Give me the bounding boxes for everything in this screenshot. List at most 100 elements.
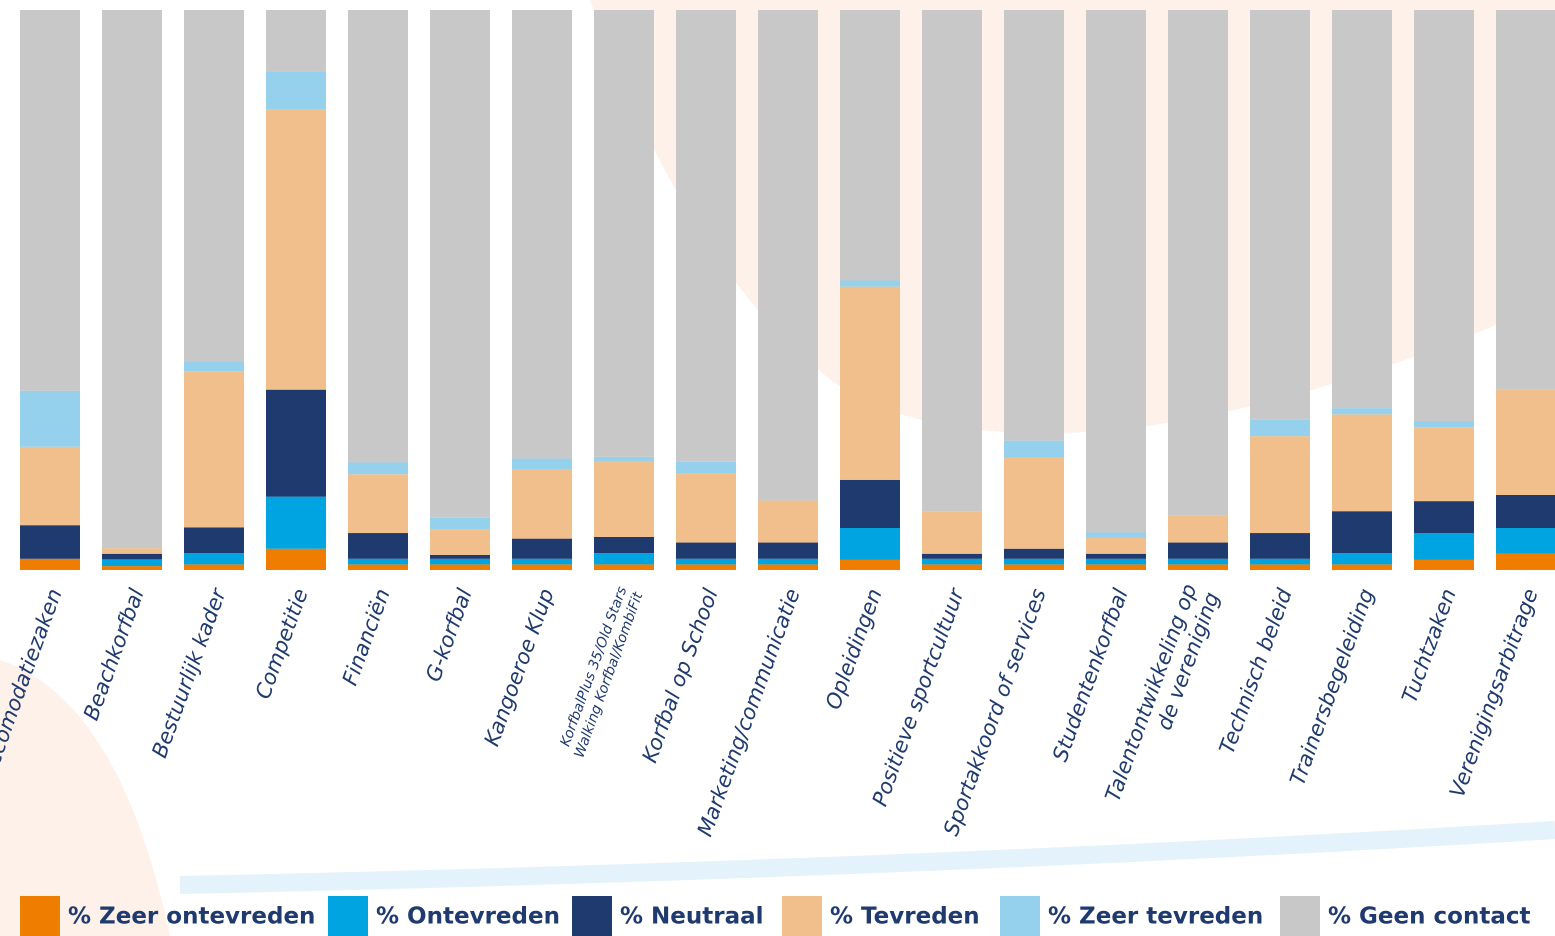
bar-segment (840, 286, 900, 480)
bar-segment (1004, 457, 1064, 549)
bar-segment (676, 564, 736, 570)
bar-segment (1086, 10, 1146, 533)
bar-segment (20, 525, 80, 559)
bar-segment (758, 500, 818, 543)
legend-label: % Neutraal (620, 904, 764, 930)
legend-label: % Zeer ontevreden (68, 904, 315, 930)
legend-label: % Zeer tevreden (1048, 904, 1263, 930)
bar-segment (348, 533, 408, 559)
bar-segment (1332, 10, 1392, 409)
bar-segment (1086, 537, 1146, 554)
legend-label: % Geen contact (1328, 904, 1530, 930)
bar-segment (20, 390, 80, 447)
bar-segment (758, 564, 818, 570)
bar-segment (266, 109, 326, 390)
bar-segment (348, 10, 408, 463)
bar-segment (512, 558, 572, 565)
bar-segment (594, 461, 654, 537)
bar-segment (840, 280, 900, 287)
bar-segment (594, 564, 654, 570)
bar-segment (184, 527, 244, 554)
bar-segment (594, 456, 654, 462)
bar-segment (1414, 10, 1474, 422)
bar-segment (1496, 553, 1555, 570)
bar-segment (266, 389, 326, 497)
bar-segment (430, 564, 490, 570)
bar-segment (1414, 427, 1474, 502)
bar-segment (1496, 10, 1555, 390)
bar-segment (1414, 533, 1474, 560)
bar-segment (922, 558, 982, 565)
bar-segment (430, 517, 490, 530)
bar-segment (1168, 10, 1228, 516)
x-tick-label: Beachkorfbal (79, 585, 149, 723)
bar-segment (512, 538, 572, 559)
bar-segment (1004, 558, 1064, 565)
bar-segment (1414, 421, 1474, 428)
bar-segment (594, 10, 654, 457)
bar-segment (266, 548, 326, 570)
bar-segment (266, 71, 326, 110)
bar-segment (348, 564, 408, 570)
bar-segment (1086, 553, 1146, 559)
bar-segment (758, 10, 818, 501)
x-tick-label: Korfbal op School (637, 585, 722, 765)
bar-segment (1168, 542, 1228, 559)
bar-segment (1168, 515, 1228, 543)
x-tick-label: Tuchtzaken (1397, 586, 1460, 706)
x-tick-label: G-korfbal (421, 585, 477, 684)
legend-swatch (20, 896, 60, 936)
x-tick-label: Verenigingsarbitrage (1445, 586, 1543, 801)
bar-segment (184, 10, 244, 362)
legend-swatch (782, 896, 822, 936)
bar-segment (676, 10, 736, 462)
bar-segment (348, 558, 408, 565)
x-tick-label: Opleidingen (821, 586, 887, 713)
bar-segment (676, 461, 736, 474)
bar-segment (1332, 408, 1392, 415)
legend-swatch (1000, 896, 1040, 936)
x-tick-label: Studentenkorfbal (1048, 585, 1133, 764)
bar-segment (840, 10, 900, 281)
bar-segment (184, 564, 244, 570)
bar-segment (922, 10, 982, 512)
bar-segment (102, 10, 162, 549)
bar-segment (1086, 564, 1146, 570)
bar-segment (676, 558, 736, 565)
bar-segment (1414, 559, 1474, 570)
bar-segment (1250, 533, 1310, 559)
bar-segment (1414, 501, 1474, 534)
bar-segment (348, 462, 408, 475)
bar-segment (1168, 558, 1228, 565)
bar-segment (758, 542, 818, 559)
bar-segment (184, 553, 244, 565)
legend-swatch (1280, 896, 1320, 936)
bar-segment (512, 469, 572, 539)
bar-segment (1250, 564, 1310, 570)
bar-segment (1004, 564, 1064, 570)
bar-segment (1496, 528, 1555, 554)
bar-segment (1004, 440, 1064, 458)
bar-segment (1250, 436, 1310, 534)
bar-segment (922, 564, 982, 570)
bar-segment (20, 558, 80, 570)
bar-segment (1250, 558, 1310, 565)
bar-segment (430, 10, 490, 518)
bar-segment (758, 558, 818, 565)
bar-segment (266, 10, 326, 72)
bar-segment (1004, 548, 1064, 559)
bar-segment (1168, 564, 1228, 570)
bar-segment (1250, 419, 1310, 437)
bar-segment (840, 559, 900, 570)
bar-segment (1086, 558, 1146, 565)
x-tick-label: KorfbalPlus 35/Old StarsWalking Korfbal/… (556, 584, 647, 760)
bar-segment (266, 496, 326, 549)
bar-segment (512, 564, 572, 570)
x-tick-label: Positieve sportcultuur (868, 584, 970, 809)
bar-segment (184, 371, 244, 528)
bar-segment (1004, 10, 1064, 441)
bar-segment (594, 536, 654, 554)
x-tick-label: Financiën (338, 586, 395, 689)
